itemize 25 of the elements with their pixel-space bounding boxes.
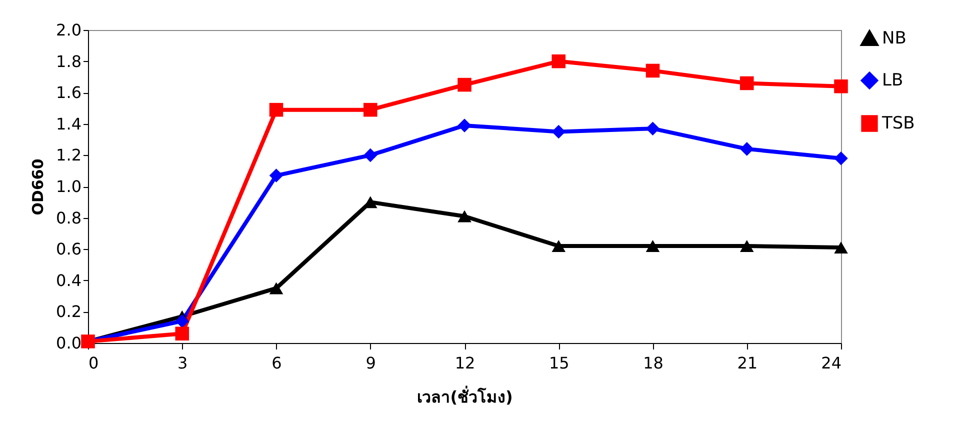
y-tick-label: 0.4 xyxy=(56,270,82,290)
x-tick-label: 6 xyxy=(272,354,282,372)
y-tick-label: 0.2 xyxy=(56,302,82,322)
x-tick-label: 24 xyxy=(821,354,842,372)
legend-label: TSB xyxy=(881,114,915,134)
y-tick-label: 1.4 xyxy=(56,114,82,134)
x-tick-label: 3 xyxy=(178,354,188,372)
y-tick-label: 1.8 xyxy=(56,52,82,71)
x-tick-label: 9 xyxy=(366,354,376,372)
x-axis-title: เวลา(ชั่วโมง) xyxy=(417,386,513,406)
y-axis-title: OD660 xyxy=(29,158,48,216)
legend-label: LB xyxy=(882,70,904,90)
x-tick-label: 12 xyxy=(454,354,476,372)
y-tick-label: 1.6 xyxy=(56,83,82,102)
y-tick-label: 0.8 xyxy=(56,208,82,228)
x-tick-label: 18 xyxy=(643,354,664,372)
y-tick-label: 0.6 xyxy=(56,240,82,259)
y-tick-label: 2.0 xyxy=(56,20,82,40)
x-tick-label: 0 xyxy=(88,354,99,372)
y-tick-label: 1.2 xyxy=(56,146,82,165)
x-tick-label: 15 xyxy=(548,354,570,372)
x-tick-label: 21 xyxy=(737,354,758,372)
legend-label: NB xyxy=(882,28,906,48)
y-tick-label: 1.0 xyxy=(56,177,82,196)
y-tick-label: 0.0 xyxy=(56,334,82,352)
